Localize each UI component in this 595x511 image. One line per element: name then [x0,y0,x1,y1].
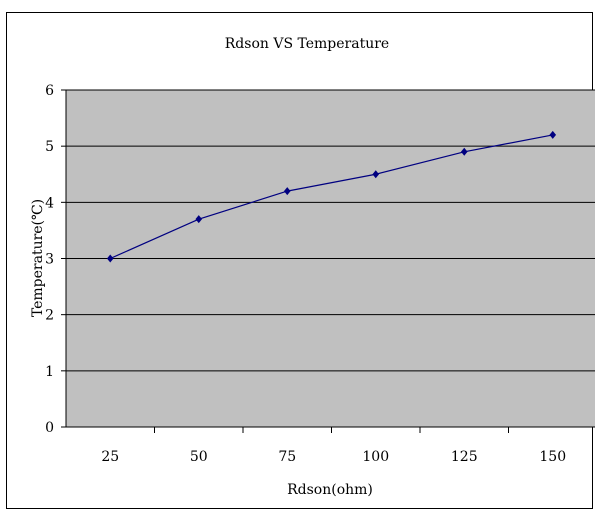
x-axis-label: Rdson(ohm) [287,482,373,498]
y-tick-label: 5 [45,139,54,155]
y-tick-label: 3 [45,252,54,268]
data-point [460,147,468,156]
x-tick-label: 50 [190,449,208,465]
y-tick-label: 2 [45,308,54,324]
gridlines [66,89,595,372]
y-tick-label: 6 [45,83,54,99]
y-tick-label: 1 [45,364,54,380]
x-tick-label: 25 [101,449,119,465]
x-tick-label: 75 [278,449,296,465]
data-point [106,254,114,263]
x-tick-label: 125 [451,449,478,465]
data-point [372,170,380,179]
data-point [549,130,557,139]
y-tick-labels: 0 1 2 3 4 5 6 [45,83,54,436]
chart-title: Rdson VS Temperature [225,36,389,52]
x-tick-label: 150 [539,449,566,465]
series-layer [106,130,557,263]
axes [61,89,595,433]
data-point [283,187,291,196]
y-tick-label: 0 [45,420,54,436]
y-axis-label: Temperature(℃) [30,199,46,317]
x-tick-label: 100 [362,449,389,465]
y-tick-label: 4 [45,195,54,211]
x-tick-labels: 25 50 75 100 125 150 [101,449,566,465]
data-point [195,215,203,224]
series-line [110,134,553,260]
